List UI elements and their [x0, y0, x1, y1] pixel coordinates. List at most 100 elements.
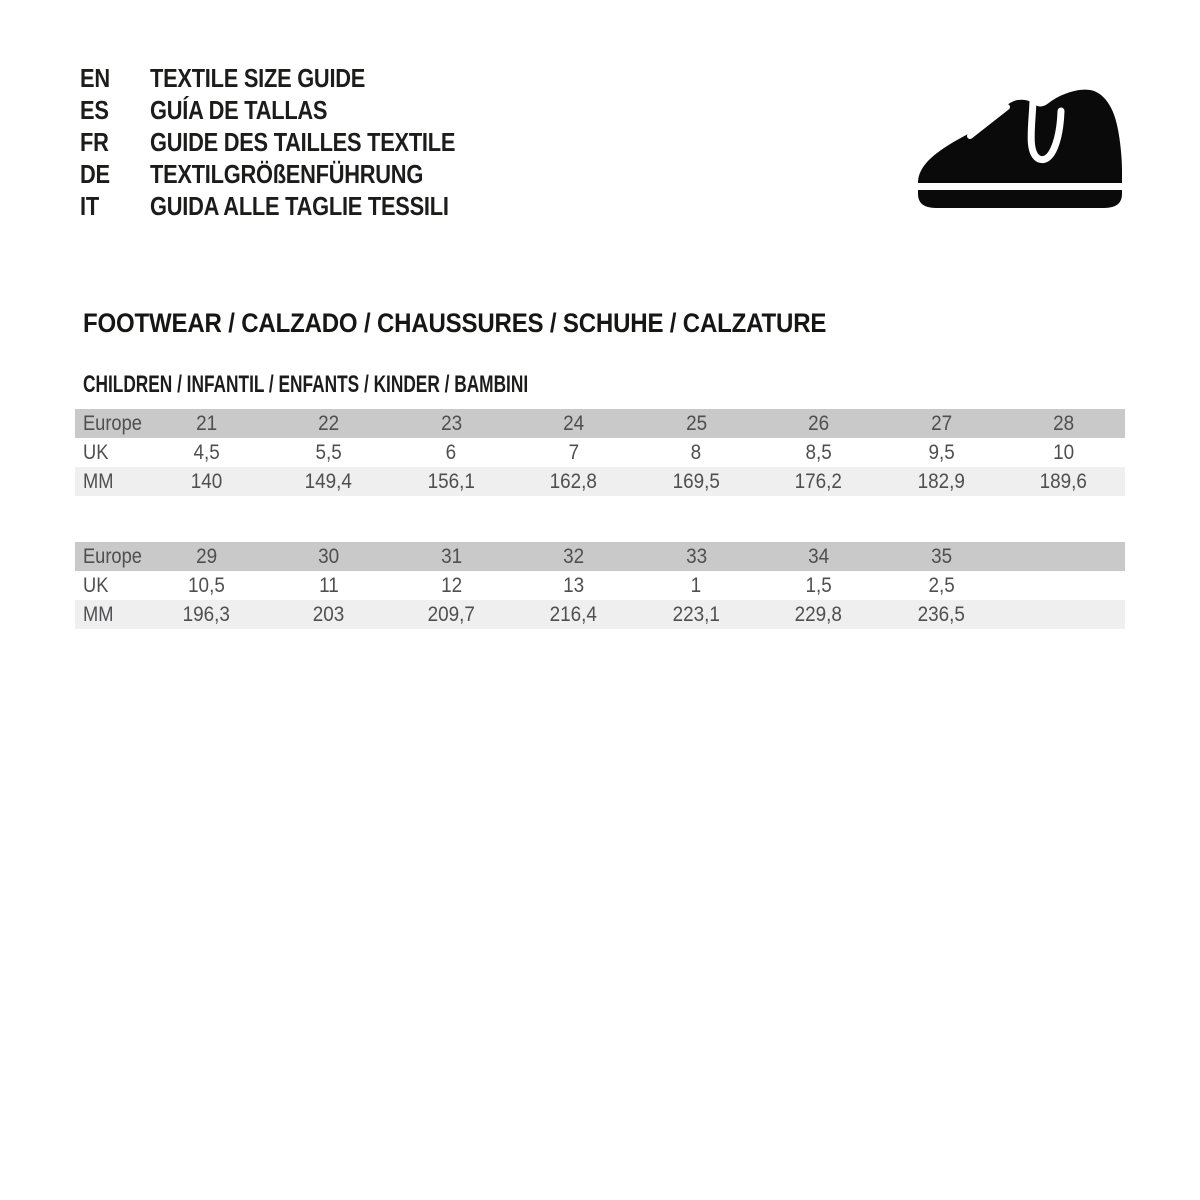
size-cell-text: 23	[440, 411, 462, 435]
size-cell: 189,6	[1002, 467, 1125, 496]
size-cell-text: 27	[930, 411, 952, 435]
size-cell-text: 33	[685, 544, 707, 568]
size-cell-text: 26	[808, 411, 830, 435]
table-row-europe: Europe 29 30 31 32 33 34 35	[75, 542, 1125, 571]
language-title: TEXTILE SIZE GUIDE	[150, 63, 406, 94]
language-title-text: GUIDA ALLE TAGLIE TESSILI	[150, 190, 449, 221]
size-cell-text: 35	[930, 544, 952, 568]
row-label-text: Europe	[83, 411, 142, 435]
size-cell-text: 203	[312, 602, 345, 626]
size-cell-text: 32	[563, 544, 585, 568]
size-cell-text: 162,8	[550, 469, 598, 493]
size-cell: 162,8	[512, 467, 635, 496]
size-cell: 8	[635, 438, 758, 467]
row-label: MM	[75, 467, 145, 496]
size-cell: 10,5	[145, 571, 268, 600]
size-cell: 236,5	[880, 600, 1003, 629]
language-title-text: TEXTILE SIZE GUIDE	[150, 62, 366, 93]
row-label: Europe	[75, 542, 145, 571]
size-cell-text: 25	[685, 411, 707, 435]
size-cell-text: 140	[190, 469, 223, 493]
children-size-table-1: Europe 21 22 23 24 25 26 27 28 UK 4,5 5,5 6 7 8 8,5 9,5 1…	[75, 409, 1125, 496]
size-cell-text: 8	[690, 440, 702, 464]
size-cell: 11	[267, 571, 390, 600]
size-cell-text: 12	[440, 573, 462, 597]
size-cell: 28	[1002, 409, 1125, 438]
size-cell-text: 176,2	[795, 469, 843, 493]
size-cell: 8,5	[757, 438, 880, 467]
size-cell: 7	[512, 438, 635, 467]
language-row-en: EN TEXTILE SIZE GUIDE	[80, 62, 513, 94]
size-cell-text: 21	[195, 411, 217, 435]
section-title-text: FOOTWEAR / CALZADO / CHAUSSURES / SCHUHE…	[83, 308, 827, 338]
size-cell-text: 8,5	[805, 440, 832, 464]
row-label: UK	[75, 571, 145, 600]
size-cell: 21	[145, 409, 268, 438]
size-cell: 1,5	[757, 571, 880, 600]
section-title: FOOTWEAR / CALZADO / CHAUSSURES / SCHUHE…	[83, 308, 918, 339]
size-cell: 35	[880, 542, 1003, 571]
size-cell: 216,4	[512, 600, 635, 629]
size-cell-text: 6	[445, 440, 457, 464]
language-title-text: GUÍA DE TALLAS	[150, 94, 328, 125]
row-label-text: Europe	[83, 544, 142, 568]
size-cell-text: 1	[690, 573, 702, 597]
size-cell: 27	[880, 409, 1003, 438]
size-cell-text: 13	[563, 573, 585, 597]
size-cell-text: 22	[318, 411, 340, 435]
language-code: EN	[80, 63, 150, 94]
size-cell: 2,5	[880, 571, 1003, 600]
subsection-title-text: CHILDREN / INFANTIL / ENFANTS / KINDER /…	[83, 371, 529, 398]
size-cell-text: 31	[440, 544, 462, 568]
size-cell: 176,2	[757, 467, 880, 496]
size-cell-text: 24	[563, 411, 585, 435]
size-cell-text: 209,7	[427, 602, 475, 626]
size-cell: 24	[512, 409, 635, 438]
size-cell-text: 11	[318, 573, 339, 597]
language-code-text: ES	[80, 94, 109, 125]
table-row-europe: Europe 21 22 23 24 25 26 27 28	[75, 409, 1125, 438]
row-label: UK	[75, 438, 145, 467]
size-cell: 10	[1002, 438, 1125, 467]
table-row-uk: UK 10,5 11 12 13 1 1,5 2,5	[75, 571, 1125, 600]
language-code-text: DE	[80, 158, 110, 189]
size-cell: 29	[145, 542, 268, 571]
language-title: GUIDE DES TAILLES TEXTILE	[150, 127, 513, 158]
language-code-text: IT	[80, 190, 99, 221]
size-cell-text: 1,5	[805, 573, 832, 597]
subsection-title: CHILDREN / INFANTIL / ENFANTS / KINDER /…	[83, 371, 701, 399]
size-cell-text: 229,8	[795, 602, 843, 626]
size-cell: 9,5	[880, 438, 1003, 467]
row-label-text: MM	[83, 469, 114, 493]
size-cell: 4,5	[145, 438, 268, 467]
size-cell	[1002, 542, 1125, 571]
size-cell: 203	[267, 600, 390, 629]
size-cell-text: 189,6	[1040, 469, 1088, 493]
size-cell-text: 7	[568, 440, 580, 464]
language-code-text: EN	[80, 62, 110, 93]
size-cell	[1002, 600, 1125, 629]
language-title-text: TEXTILGRÖßENFÜHRUNG	[150, 158, 424, 189]
size-cell: 33	[635, 542, 758, 571]
size-cell: 30	[267, 542, 390, 571]
size-cell-text: 34	[808, 544, 830, 568]
size-cell: 196,3	[145, 600, 268, 629]
size-cell-text: 196,3	[182, 602, 230, 626]
size-cell-text: 182,9	[917, 469, 965, 493]
size-cell-text: 149,4	[305, 469, 353, 493]
size-cell-text: 9,5	[928, 440, 955, 464]
size-cell-text: 156,1	[427, 469, 475, 493]
size-cell: 12	[390, 571, 513, 600]
size-cell-text: 30	[318, 544, 340, 568]
language-title-text: GUIDE DES TAILLES TEXTILE	[150, 126, 456, 157]
size-cell: 6	[390, 438, 513, 467]
size-cell-text: 216,4	[550, 602, 598, 626]
row-label: Europe	[75, 409, 145, 438]
language-title: GUÍA DE TALLAS	[150, 95, 361, 126]
row-label-text: UK	[83, 440, 109, 464]
size-cell: 156,1	[390, 467, 513, 496]
table-row-uk: UK 4,5 5,5 6 7 8 8,5 9,5 10	[75, 438, 1125, 467]
size-cell: 25	[635, 409, 758, 438]
language-code: FR	[80, 127, 150, 158]
size-cell: 26	[757, 409, 880, 438]
